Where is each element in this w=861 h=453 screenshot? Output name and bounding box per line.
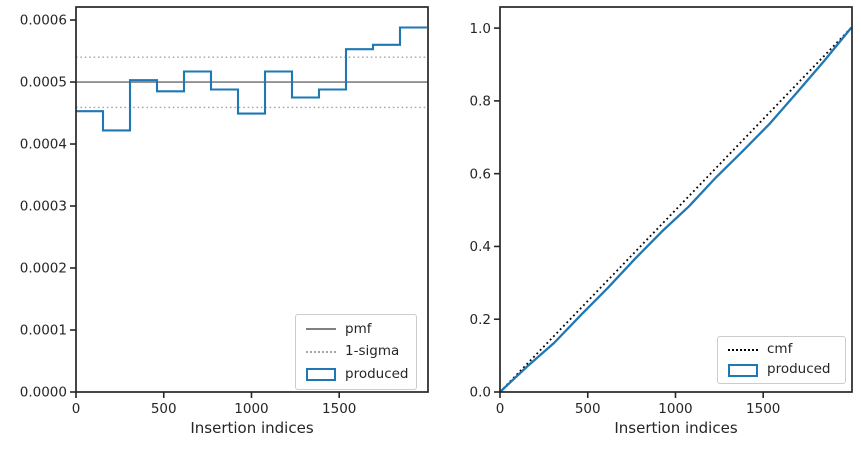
legend-item-1-sigma: 1-sigma [306,341,408,364]
y-tick-label: 0.6 [470,166,491,182]
x-tick-label: 500 [151,401,177,417]
produced-step-series [76,26,427,132]
x-tick-label: 500 [575,401,601,417]
y-tick-label: 0.0003 [20,199,67,215]
legend-item-pmf: pmf [306,318,408,341]
legend-cmf: cmf produced [717,336,846,384]
plot-border [499,6,853,393]
produced-box-sample-cmf [728,363,758,377]
legend-label-cmf: cmf [767,341,793,358]
legend-pmf: pmf 1-sigma produced [295,314,417,390]
y-tick-label: 0.0005 [20,75,67,91]
y-tick-label: 0.0002 [20,261,67,277]
x-tick-label: 1500 [746,401,780,417]
y-tick-label: 0.0006 [20,13,67,29]
y-tick-label: 0.0 [470,385,491,401]
legend-label-produced-cmf: produced [767,361,831,378]
y-tick-label: 0.0000 [20,385,67,401]
y-tick-label: 0.8 [470,94,491,110]
y-tick-label: 0.0004 [20,137,67,153]
cmf-line-sample [728,349,758,351]
y-tick-label: 1.0 [470,21,491,37]
produced-box-sample [306,368,336,382]
x-tick-label: 0 [72,401,81,417]
legend-item-cmf: cmf [728,340,837,360]
legend-label-produced: produced [345,365,409,382]
y-tick-label: 0.2 [470,312,491,328]
legend-label-1-sigma: 1-sigma [345,343,400,360]
x-tick-label: 1000 [234,401,268,417]
x-tick-label: 0 [496,401,505,417]
legend-item-produced: produced [306,363,409,386]
x-tick-label: 1500 [322,401,356,417]
plot-border [75,6,429,393]
legend-item-produced-cmf: produced [728,360,837,380]
produced-cumulative-series [498,26,853,394]
x-tick-label: 1000 [658,401,692,417]
pmf-line-sample [306,328,336,331]
y-tick-label: 0.4 [470,239,491,255]
legend-label-pmf: pmf [345,320,372,337]
x-axis-label-pmf: Insertion indices [190,419,314,437]
y-tick-label: 0.0001 [20,323,67,339]
sigma-line-sample [306,351,336,353]
x-axis-label-cmf: Insertion indices [614,419,738,437]
